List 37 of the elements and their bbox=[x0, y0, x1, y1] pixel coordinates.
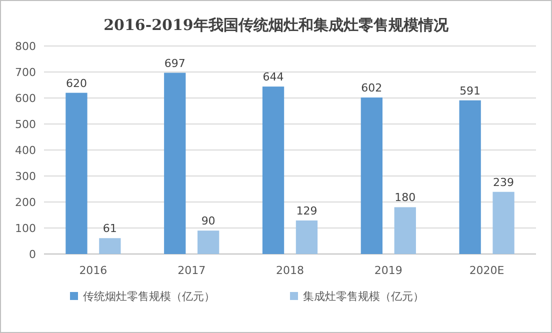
data-label: 644 bbox=[262, 70, 284, 84]
data-label: 90 bbox=[201, 214, 216, 228]
y-tick-label: 500 bbox=[15, 118, 36, 131]
data-label: 697 bbox=[164, 56, 186, 70]
data-label: 602 bbox=[361, 81, 382, 94]
bar bbox=[296, 220, 318, 254]
data-label: 239 bbox=[493, 176, 514, 189]
y-tick-label: 300 bbox=[15, 170, 36, 183]
x-tick-label: 2019 bbox=[374, 264, 402, 277]
bar bbox=[360, 97, 382, 254]
bar bbox=[459, 100, 481, 254]
bar bbox=[99, 238, 121, 254]
x-tick-label: 2016 bbox=[79, 264, 108, 277]
legend-label: 传统烟灶零售规模（亿元） bbox=[83, 290, 215, 303]
y-tick-label: 400 bbox=[15, 144, 36, 157]
y-tick-label: 800 bbox=[15, 40, 36, 53]
y-tick-label: 0 bbox=[29, 248, 36, 261]
y-tick-label: 600 bbox=[15, 92, 36, 105]
bar bbox=[394, 207, 416, 254]
bar bbox=[198, 230, 220, 254]
legend-label: 集成灶零售规模（亿元） bbox=[303, 290, 424, 303]
data-label: 129 bbox=[296, 204, 318, 218]
data-label: 620 bbox=[66, 76, 87, 90]
y-tick-label: 200 bbox=[15, 196, 36, 209]
bar bbox=[262, 86, 284, 254]
y-tick-label: 100 bbox=[15, 222, 36, 235]
bar bbox=[66, 92, 88, 254]
bar bbox=[164, 72, 186, 254]
y-tick-label: 700 bbox=[15, 66, 36, 79]
bar bbox=[492, 192, 514, 254]
chart-title: 2016-2019年我国传统烟灶和集成灶零售规模情况 bbox=[104, 16, 450, 34]
data-label: 61 bbox=[102, 222, 117, 236]
data-label: 180 bbox=[394, 191, 416, 204]
x-tick-label: 2017 bbox=[178, 264, 206, 277]
x-tick-label: 2018 bbox=[276, 264, 304, 277]
data-label: 591 bbox=[460, 84, 481, 98]
x-tick-label: 2020E bbox=[469, 264, 504, 277]
